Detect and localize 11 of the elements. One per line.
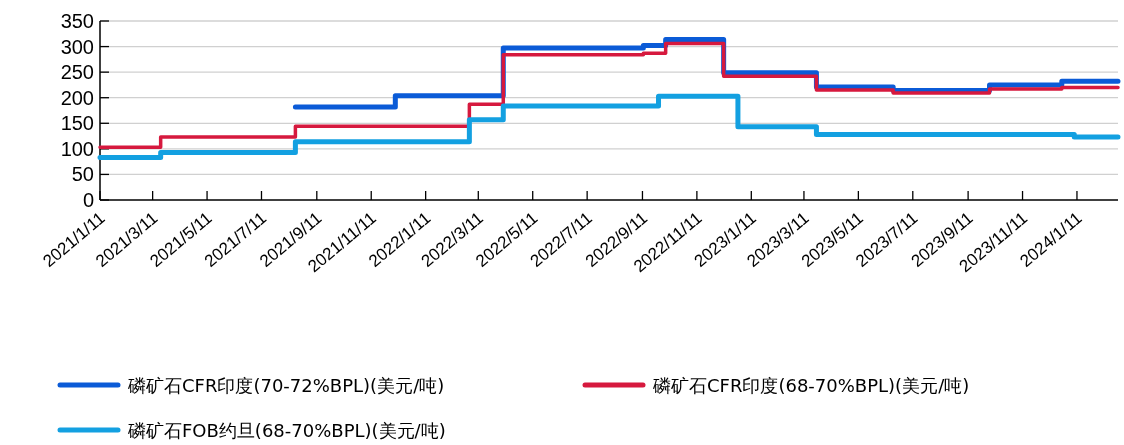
legend-label: 磷矿石CFR印度(68-70%BPL)(美元/吨) <box>652 375 970 396</box>
legend-label: 磷矿石FOB约旦(68-70%BPL)(美元/吨) <box>127 420 446 441</box>
y-tick-label: 50 <box>71 163 94 186</box>
y-tick-label: 150 <box>60 112 94 135</box>
y-tick-label: 100 <box>60 137 94 160</box>
y-tick-label: 350 <box>60 10 94 32</box>
legend-label: 磷矿石CFR印度(70-72%BPL)(美元/吨) <box>127 375 445 396</box>
y-tick-label: 0 <box>82 189 94 211</box>
y-tick-label: 200 <box>60 86 94 109</box>
y-tick-label: 300 <box>60 35 94 58</box>
y-tick-label: 250 <box>60 61 94 84</box>
